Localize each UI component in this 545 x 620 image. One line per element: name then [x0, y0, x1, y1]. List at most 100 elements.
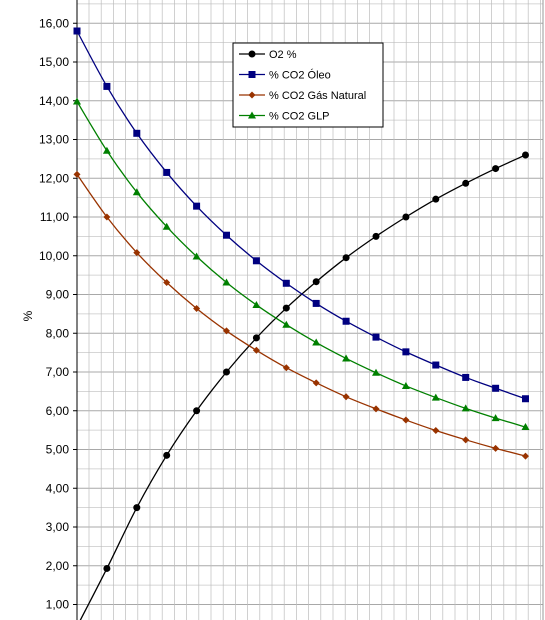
data-point	[372, 368, 380, 376]
data-point	[491, 414, 500, 422]
legend-item: % CO2 GLP	[239, 111, 330, 123]
y-tick-labels: 1,00 2,00 3,00 4,00 5,00 6,00 7,00 8,00 9,00 10,0…	[39, 16, 77, 612]
data-point	[522, 452, 529, 460]
data-point	[193, 202, 201, 210]
data-point	[312, 299, 320, 307]
data-point	[133, 129, 141, 137]
data-point	[282, 279, 290, 287]
y-tick-label: 11,00	[40, 210, 69, 224]
y-tick-label: 2,00	[46, 559, 70, 573]
data-point	[163, 451, 171, 459]
data-point	[193, 407, 201, 415]
legend-label: % CO2 Óleo	[269, 69, 331, 82]
data-point	[73, 170, 81, 178]
data-point	[342, 317, 350, 325]
data-point	[342, 354, 351, 362]
legend-swatch-marker	[248, 91, 256, 99]
data-point	[252, 257, 260, 265]
data-point	[282, 320, 291, 328]
series-line	[76, 101, 526, 428]
legend-label: % CO2 GLP	[269, 111, 330, 123]
data-point	[372, 232, 380, 240]
data-point	[402, 416, 410, 424]
data-point	[133, 249, 141, 257]
data-point	[312, 338, 321, 346]
series-line	[76, 30, 526, 400]
series-3	[73, 97, 530, 431]
data-point	[492, 165, 500, 173]
data-point	[372, 333, 380, 341]
data-point	[312, 278, 320, 286]
data-point	[252, 300, 261, 308]
series-1	[73, 27, 529, 403]
legend-item: % CO2 Gás Natural	[239, 90, 366, 102]
legend-swatch-marker	[248, 50, 256, 58]
data-point	[163, 168, 171, 176]
legend-swatch-marker	[248, 71, 256, 78]
y-tick-label: 7,00	[46, 365, 70, 379]
data-point	[342, 254, 350, 262]
legend: O2 % % CO2 Óleo % CO2 Gás Natural % CO2 GLP	[232, 42, 384, 128]
data-point	[432, 195, 440, 203]
data-point	[282, 364, 290, 372]
data-point	[402, 213, 410, 221]
data-point	[372, 405, 380, 413]
series-line	[79, 154, 526, 620]
data-point	[461, 404, 470, 412]
y-tick-label: 13,00	[39, 133, 69, 147]
data-point	[132, 188, 141, 196]
y-tick-label: 3,00	[46, 520, 70, 534]
series-2	[73, 170, 529, 460]
data-point	[401, 381, 410, 389]
series-0	[79, 151, 529, 620]
y-tick-label: 4,00	[46, 481, 70, 495]
data-point	[223, 368, 230, 376]
data-point	[222, 278, 231, 286]
data-point	[342, 393, 350, 401]
legend-label: O2 %	[269, 49, 297, 61]
data-point	[522, 151, 529, 159]
data-point	[462, 436, 470, 444]
data-point	[522, 395, 529, 403]
series-line	[76, 174, 526, 457]
y-tick-label: 1,00	[46, 598, 70, 612]
data-point	[193, 304, 201, 312]
data-point	[103, 213, 111, 221]
y-tick-label: 14,00	[39, 94, 69, 108]
y-axis-title: %	[21, 310, 35, 321]
y-tick-label: 12,00	[39, 171, 69, 185]
data-point	[462, 373, 470, 381]
data-point	[462, 179, 470, 187]
y-tick-label: 10,00	[39, 249, 69, 263]
data-point	[162, 222, 171, 230]
data-point	[402, 348, 410, 356]
data-point	[102, 146, 111, 154]
data-point	[192, 252, 201, 260]
data-point	[133, 504, 141, 512]
data-point	[103, 82, 111, 90]
data-point	[163, 278, 171, 286]
y-tick-label: 5,00	[46, 443, 70, 457]
legend-item: % CO2 Óleo	[239, 69, 331, 82]
legend-swatch-marker	[248, 111, 256, 119]
data-point	[73, 97, 81, 105]
legend-box	[232, 42, 384, 128]
data-point	[282, 304, 290, 312]
data-point	[432, 427, 440, 435]
series-lines	[73, 27, 530, 620]
y-tick-label: 9,00	[46, 288, 70, 302]
data-point	[223, 231, 230, 239]
data-point	[103, 564, 111, 572]
data-point	[312, 379, 320, 387]
data-point	[252, 346, 260, 354]
y-tick-label: 8,00	[46, 326, 70, 340]
y-tick-label: 15,00	[39, 55, 69, 69]
legend-label: % CO2 Gás Natural	[269, 90, 366, 102]
data-point	[492, 444, 500, 452]
data-point	[223, 327, 230, 335]
data-point	[73, 27, 81, 35]
data-point	[252, 334, 260, 342]
y-tick-label: 16,00	[39, 16, 69, 30]
y-tick-label: 6,00	[46, 404, 70, 418]
